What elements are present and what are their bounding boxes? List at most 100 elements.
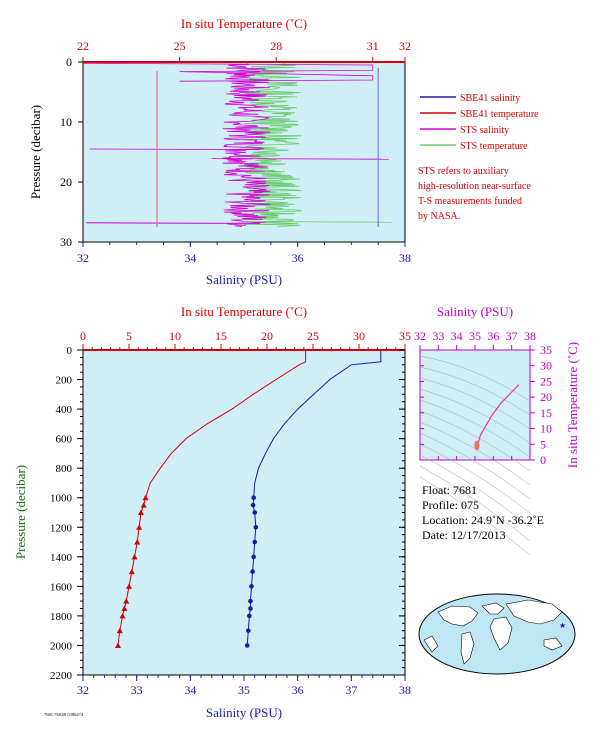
float-info: Float: 7681 Profile: 075 Location: 24.9˚… xyxy=(422,483,544,542)
main-temp-tick-label: 20 xyxy=(261,329,273,343)
temperature-marker xyxy=(131,553,138,560)
salinity-marker xyxy=(249,584,254,589)
ts-deep-cluster xyxy=(474,440,480,451)
main-sal-tick-label: 36 xyxy=(292,683,304,697)
main-pressure-tick-label: 2000 xyxy=(50,640,73,652)
density-contour xyxy=(419,410,531,472)
density-contour xyxy=(419,454,531,528)
sts-spike xyxy=(243,221,393,223)
salinity-marker xyxy=(251,554,256,560)
top-sal-tick-label: 32 xyxy=(77,251,89,265)
main-temp-tick-label: 35 xyxy=(399,329,411,343)
profile-number: Profile: 075 xyxy=(422,498,479,512)
ts-sal-axis-title: Salinity (PSU) xyxy=(437,304,513,319)
salinity-marker xyxy=(252,539,258,545)
density-contour xyxy=(419,465,531,542)
sts-note-line-2: high-resolution near-surface xyxy=(418,181,531,192)
main-series xyxy=(114,350,382,648)
sts-spike xyxy=(89,148,261,151)
salinity-marker xyxy=(252,510,258,515)
temperature-marker xyxy=(114,642,121,648)
main-pressure-tick-label: 200 xyxy=(56,375,73,387)
ts-sal-tick-label: 37 xyxy=(506,329,518,343)
main-pressure-tick-label: 1600 xyxy=(50,581,73,593)
main-sal-tick-label: 35 xyxy=(238,683,250,697)
legend: SBE41 salinity SBE41 temperature STS sal… xyxy=(418,93,539,222)
main-temp-tick-label: 10 xyxy=(169,329,181,343)
main-profile-panel: 0 5 10 15 20 25 30 35 32 33 34 35 36 37 38 0 200 400 600 80… xyxy=(13,304,411,720)
main-sal-tick-label: 37 xyxy=(345,683,357,697)
main-sal-tick-label: 38 xyxy=(399,683,411,697)
top-sal-axis-title: Salinity (PSU) xyxy=(206,272,282,287)
top-temp-tick-label: 31 xyxy=(367,39,379,53)
ts-sal-tick-label: 36 xyxy=(487,329,499,343)
main-temp-tick-label: 30 xyxy=(353,329,365,343)
footer-code: 7681/7682B 0386474 xyxy=(44,712,84,717)
top-temp-tick-label: 32 xyxy=(399,39,411,53)
top-pressure-tick-label: 20 xyxy=(60,175,72,189)
ts-temp-tick-label: 10 xyxy=(540,422,552,436)
ts-series xyxy=(474,384,520,451)
salinity-marker xyxy=(248,606,253,611)
ts-sal-tick-label: 33 xyxy=(432,329,444,343)
salinity-marker xyxy=(247,613,252,619)
temperature-marker xyxy=(140,502,147,508)
ts-temp-tick-label: 35 xyxy=(540,343,552,357)
temperature-marker xyxy=(134,539,141,545)
main-pressure-tick-label: 1000 xyxy=(50,493,73,505)
main-pressure-tick-label: 1200 xyxy=(50,522,73,534)
density-contour xyxy=(419,366,531,416)
date: Date: 12/17/2013 xyxy=(422,528,506,542)
top-axis-ticks: 22 25 28 31 32 32 34 36 38 0 10 20 30 xyxy=(60,39,411,265)
top-temp-axis-title: In situ Temperature (˚C) xyxy=(181,16,307,31)
temperature-marker xyxy=(142,494,149,501)
main-pressure-tick-label: 1400 xyxy=(50,552,73,564)
main-pressure-tick-label: 800 xyxy=(56,463,73,475)
sts-traces xyxy=(82,62,393,227)
temperature-marker xyxy=(119,612,126,619)
density-contours xyxy=(419,355,531,556)
temperature-marker xyxy=(121,605,128,612)
top-pressure-axis-title: Pressure (decibar) xyxy=(28,105,43,199)
salinity-marker xyxy=(244,643,250,648)
top-sal-tick-label: 36 xyxy=(292,251,304,265)
main-sal-tick-label: 33 xyxy=(131,683,143,697)
top-pressure-tick-label: 0 xyxy=(66,55,72,69)
world-map-icon: ★ xyxy=(418,593,576,675)
ts-temp-tick-label: 30 xyxy=(540,359,552,373)
density-contour xyxy=(419,388,531,444)
ts-temp-tick-label: 0 xyxy=(540,453,546,467)
salinity-marker xyxy=(253,524,259,530)
main-pressure-tick-label: 600 xyxy=(56,434,73,446)
sts-spike xyxy=(86,222,261,224)
top-sal-tick-label: 34 xyxy=(184,251,196,265)
salinity-marker xyxy=(248,598,253,604)
ts-temp-tick-label: 25 xyxy=(540,374,552,388)
temperature-marker xyxy=(128,568,135,575)
top-series xyxy=(156,68,379,227)
ts-sal-tick-label: 32 xyxy=(414,329,426,343)
main-temp-tick-label: 5 xyxy=(126,329,132,343)
legend-label-sts-salinity: STS salinity xyxy=(460,125,509,136)
temperature-marker xyxy=(136,524,143,530)
top-pressure-tick-label: 30 xyxy=(60,235,72,249)
main-plot-area xyxy=(82,349,406,676)
main-sal-tick-label: 32 xyxy=(77,683,89,697)
main-sal-axis-title: Salinity (PSU) xyxy=(206,705,282,720)
ts-temp-tick-label: 15 xyxy=(540,406,552,420)
main-temp-tick-label: 25 xyxy=(307,329,319,343)
main-temp-tick-label: 15 xyxy=(215,329,227,343)
salinity-marker xyxy=(245,628,251,633)
main-temp-axis-title: In situ Temperature (˚C) xyxy=(181,304,307,319)
sts-note-line-1: STS refers to auxiliary xyxy=(418,166,509,177)
sts-note-line-3: T-S measurements funded xyxy=(418,196,522,207)
ts-temp-tick-label: 5 xyxy=(540,437,546,451)
salinity-marker xyxy=(251,495,256,501)
top-temp-tick-label: 28 xyxy=(270,39,282,53)
main-pressure-tick-label: 2200 xyxy=(50,670,73,682)
top-sal-tick-label: 38 xyxy=(399,251,411,265)
legend-label-sbe41-temperature: SBE41 temperature xyxy=(460,109,539,120)
sts-surface-spike xyxy=(82,62,374,82)
